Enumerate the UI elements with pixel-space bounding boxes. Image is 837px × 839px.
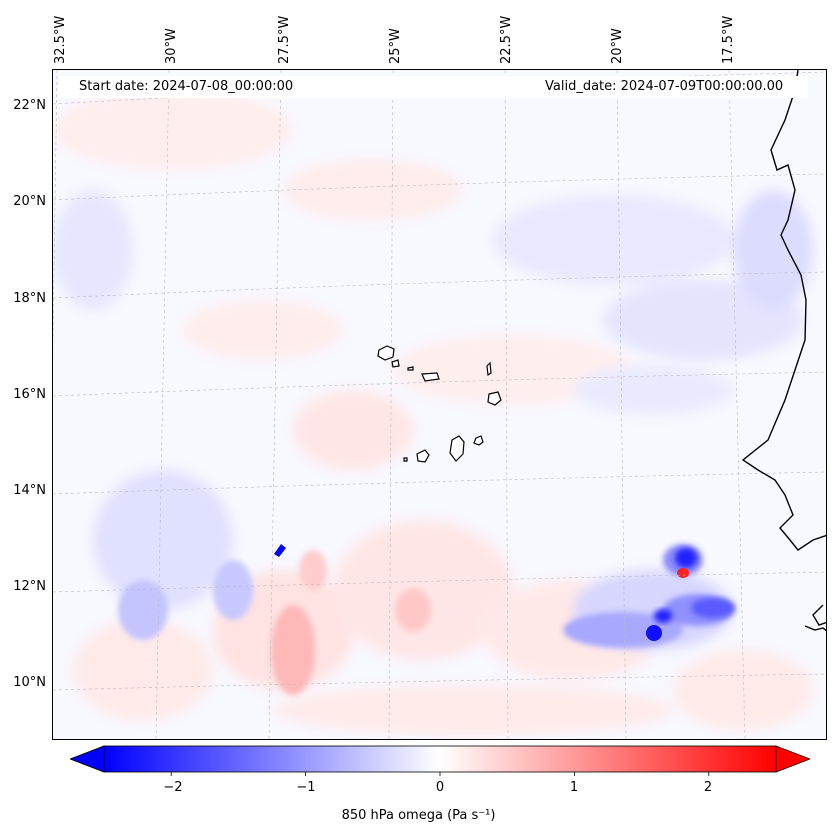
lon-label-17.5w: 17.5°W (721, 15, 736, 64)
lon-label-25w: 25°W (388, 28, 403, 64)
lon-label-30w: 30°W (164, 28, 179, 64)
lat-label-18n: 18°N (13, 291, 46, 306)
lat-label-14n: 14°N (13, 483, 46, 498)
colorbar-tick-label: 0 (435, 780, 445, 795)
header-strip (59, 76, 808, 98)
lat-label-22n: 22°N (13, 98, 46, 113)
lon-label-20w: 20°W (610, 28, 625, 64)
colorbar-tick-label: −2 (163, 780, 183, 795)
colorbar-tick-label: −1 (296, 780, 316, 795)
lat-label-10n: 10°N (13, 675, 46, 690)
colorbar-label: 850 hPa omega (Pa s⁻¹) (341, 808, 496, 823)
lat-label-16n: 16°N (13, 387, 46, 402)
map-panel[interactable]: Start date: 2024-07-08_00:00:00 Valid_da… (52, 69, 827, 740)
cape-verde-islands (377, 345, 502, 463)
omega-field-map (53, 70, 826, 739)
colorbar-body (103, 745, 777, 773)
coastline (741, 70, 826, 632)
colorbar-extend-right (775, 745, 810, 773)
start-date: Start date: 2024-07-08_00:00:00 (79, 79, 294, 94)
valid-date: Valid_date: 2024-07-09T00:00:00.00 (545, 79, 784, 94)
colorbar-tick-label: 1 (569, 780, 579, 795)
colorbar-extend-left (70, 745, 105, 773)
colorbar-tick-label: 2 (703, 780, 713, 795)
lat-label-20n: 20°N (13, 194, 46, 209)
colorbar-ticks (170, 772, 710, 776)
lon-label-27.5w: 27.5°W (277, 15, 292, 64)
lon-label-32.5w: 32.5°W (53, 15, 68, 64)
field-cores (274, 544, 735, 641)
lat-label-12n: 12°N (13, 579, 46, 594)
lon-label-22.5w: 22.5°W (499, 15, 514, 64)
colorbar (70, 745, 810, 776)
field-background-patches (53, 70, 826, 739)
